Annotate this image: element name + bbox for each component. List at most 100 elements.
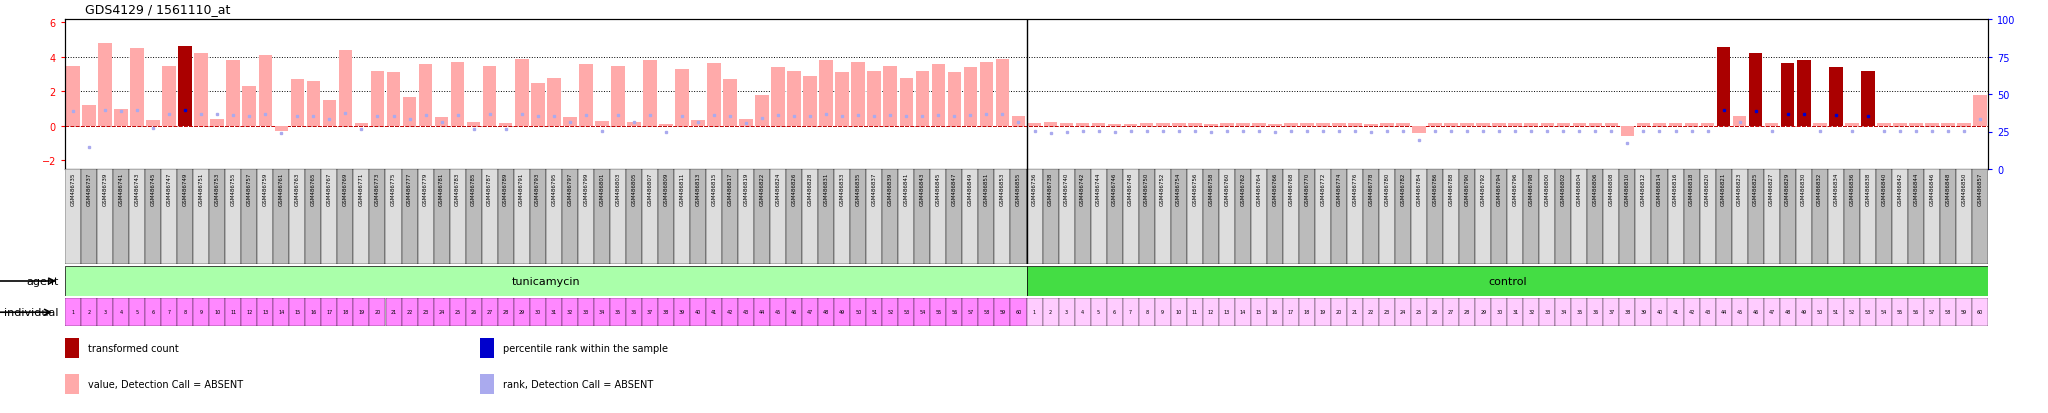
Text: 31: 31: [1511, 310, 1518, 315]
Text: 55: 55: [1896, 310, 1903, 315]
Bar: [1716, 298, 1733, 326]
Bar: [561, 170, 578, 264]
Text: GSM486764: GSM486764: [1255, 173, 1262, 206]
Text: 15: 15: [1255, 310, 1262, 315]
Bar: [772, 68, 784, 127]
Bar: [1012, 117, 1026, 127]
Text: 44: 44: [760, 310, 766, 315]
Text: GSM486735: GSM486735: [70, 173, 76, 206]
Text: 38: 38: [664, 310, 670, 315]
Text: 27: 27: [487, 310, 494, 315]
Text: GSM486830: GSM486830: [1800, 173, 1806, 206]
Bar: [786, 71, 801, 127]
Text: 53: 53: [1864, 310, 1872, 315]
Text: GSM486783: GSM486783: [455, 173, 461, 206]
Bar: [1364, 298, 1378, 326]
Bar: [1395, 170, 1411, 264]
Text: 11: 11: [1192, 310, 1198, 315]
Bar: [530, 170, 545, 264]
Bar: [1331, 124, 1346, 127]
Bar: [580, 65, 592, 127]
Text: 5: 5: [135, 310, 139, 315]
Text: GSM486768: GSM486768: [1288, 173, 1294, 206]
Bar: [1028, 124, 1040, 127]
Bar: [1571, 170, 1587, 264]
Text: 12: 12: [1208, 310, 1214, 315]
Text: GSM486800: GSM486800: [1544, 173, 1550, 206]
Bar: [1923, 298, 1939, 326]
Text: GSM486748: GSM486748: [1128, 173, 1133, 206]
Text: GSM486737: GSM486737: [86, 173, 92, 206]
Bar: [1827, 298, 1843, 326]
Bar: [324, 101, 336, 127]
Text: GSM486780: GSM486780: [1384, 173, 1389, 206]
Text: GSM486756: GSM486756: [1192, 173, 1198, 206]
Bar: [113, 170, 129, 264]
Bar: [930, 170, 946, 264]
Bar: [1251, 124, 1266, 127]
Bar: [1876, 298, 1892, 326]
Bar: [930, 298, 946, 326]
Bar: [850, 170, 866, 264]
Text: 52: 52: [1849, 310, 1855, 315]
Bar: [739, 119, 754, 127]
Bar: [145, 121, 160, 127]
Bar: [819, 60, 834, 127]
Bar: [1282, 170, 1298, 264]
Text: 21: 21: [1352, 310, 1358, 315]
Bar: [451, 170, 465, 264]
Text: GSM486795: GSM486795: [551, 173, 557, 206]
Bar: [1507, 170, 1524, 264]
Bar: [834, 298, 850, 326]
Bar: [1268, 170, 1282, 264]
Bar: [258, 56, 272, 127]
Bar: [66, 66, 80, 127]
Text: 1: 1: [1032, 310, 1036, 315]
Bar: [1909, 124, 1923, 127]
Bar: [1475, 170, 1491, 264]
Bar: [1554, 298, 1571, 326]
Bar: [578, 170, 594, 264]
Bar: [1300, 124, 1313, 127]
Text: GSM486755: GSM486755: [231, 173, 236, 206]
Bar: [272, 298, 289, 326]
Text: GSM486767: GSM486767: [328, 173, 332, 206]
Bar: [96, 298, 113, 326]
Bar: [82, 106, 96, 127]
Bar: [1749, 55, 1763, 127]
Bar: [690, 170, 707, 264]
Text: 10: 10: [215, 310, 221, 315]
Text: 13: 13: [1225, 310, 1231, 315]
Text: GSM486849: GSM486849: [969, 173, 973, 206]
Bar: [1716, 48, 1731, 127]
Bar: [578, 298, 594, 326]
Bar: [836, 73, 850, 127]
Bar: [1604, 298, 1620, 326]
Bar: [965, 68, 977, 127]
Text: GSM486805: GSM486805: [631, 173, 637, 206]
Bar: [289, 298, 305, 326]
Bar: [305, 298, 322, 326]
Bar: [545, 170, 561, 264]
Text: GDS4129 / 1561110_at: GDS4129 / 1561110_at: [86, 3, 231, 16]
Bar: [1380, 124, 1395, 127]
Bar: [481, 298, 498, 326]
Bar: [1378, 170, 1395, 264]
Bar: [1491, 170, 1507, 264]
Text: GSM486790: GSM486790: [1464, 173, 1470, 206]
Text: GSM486826: GSM486826: [793, 173, 797, 206]
Text: tunicamycin: tunicamycin: [512, 276, 580, 286]
Bar: [1860, 170, 1876, 264]
Text: 26: 26: [1432, 310, 1438, 315]
Text: 24: 24: [438, 310, 444, 315]
Bar: [1958, 124, 1970, 127]
Text: 40: 40: [1657, 310, 1663, 315]
Bar: [1491, 298, 1507, 326]
Bar: [1186, 170, 1202, 264]
Bar: [1427, 124, 1442, 127]
Bar: [899, 298, 913, 326]
Bar: [1219, 170, 1235, 264]
Text: GSM486851: GSM486851: [983, 173, 989, 206]
Bar: [852, 63, 864, 127]
Bar: [1843, 170, 1860, 264]
